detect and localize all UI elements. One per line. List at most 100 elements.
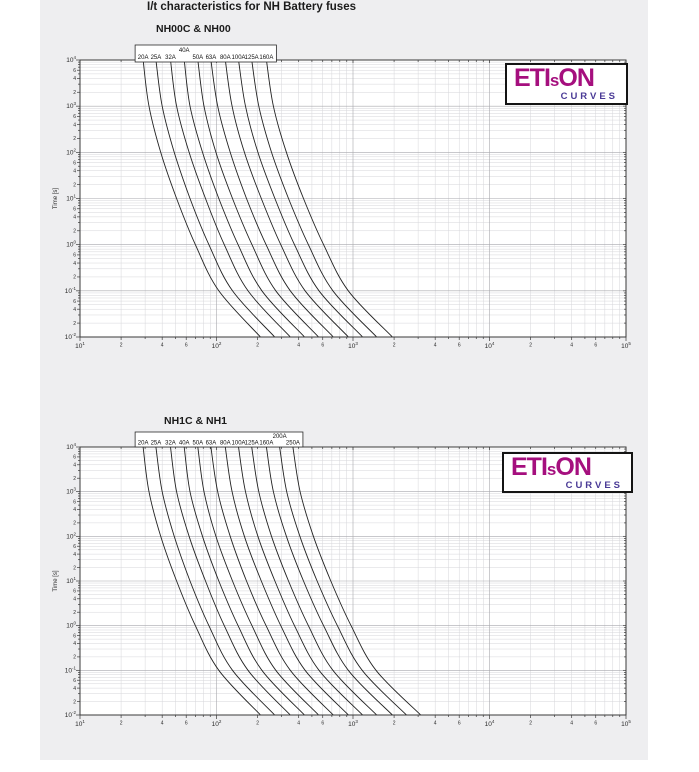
- curve-250A: [292, 446, 422, 716]
- curve-160A: [265, 446, 393, 716]
- svg-text:105: 105: [621, 719, 631, 728]
- legend-label: 25A: [151, 440, 162, 446]
- curve-40A: [183, 446, 305, 716]
- svg-text:103: 103: [348, 341, 358, 350]
- svg-text:100: 100: [66, 240, 76, 249]
- svg-text:2: 2: [73, 136, 76, 142]
- svg-text:2: 2: [73, 275, 76, 281]
- svg-text:2: 2: [256, 721, 259, 727]
- svg-text:6: 6: [185, 721, 188, 727]
- svg-text:6: 6: [73, 544, 76, 550]
- legend-label: 20A: [138, 440, 149, 446]
- svg-text:6: 6: [73, 678, 76, 684]
- svg-text:6: 6: [73, 253, 76, 259]
- logo-brand-suffix: ON: [555, 453, 591, 481]
- svg-text:10-2: 10-2: [65, 332, 77, 341]
- fuse-curves: [142, 446, 422, 716]
- legend-label: 100A: [232, 440, 246, 446]
- svg-text:6: 6: [321, 343, 324, 349]
- svg-text:2: 2: [529, 343, 532, 349]
- legend-label: 125A: [245, 55, 259, 61]
- svg-text:4: 4: [570, 343, 573, 349]
- svg-text:2: 2: [73, 321, 76, 327]
- axis-tick-labels: 2 4 6 2 4 6 2 4 6 2 4 6 101 102 103 104 105 2 4 6 2 4 6 2 4 6 2 4 6 2…: [65, 55, 632, 350]
- chart2-title: NH1C & NH1: [164, 415, 228, 427]
- svg-text:2: 2: [73, 655, 76, 661]
- legend-label: 25A: [151, 55, 162, 61]
- plot-border: [79, 59, 627, 338]
- legend-label: 50A: [192, 440, 203, 446]
- legend-label: 40A: [179, 48, 190, 54]
- legend-label: 125A: [245, 440, 259, 446]
- svg-text:2: 2: [73, 90, 76, 96]
- svg-text:103: 103: [66, 101, 76, 110]
- y-axis-label: Time [s]: [53, 188, 59, 209]
- svg-text:2: 2: [529, 721, 532, 727]
- legend-label: 40A: [179, 440, 190, 446]
- logo-brand-prefix: ETI: [511, 453, 548, 481]
- logo-brand-small-s: s: [549, 71, 560, 90]
- svg-text:4: 4: [73, 169, 76, 175]
- svg-text:6: 6: [73, 114, 76, 120]
- svg-text:2: 2: [120, 721, 123, 727]
- svg-text:6: 6: [73, 68, 76, 74]
- svg-text:2: 2: [73, 229, 76, 235]
- svg-text:104: 104: [66, 442, 76, 451]
- svg-text:105: 105: [621, 341, 631, 350]
- logo-brand-small-s: s: [546, 460, 557, 479]
- svg-text:4: 4: [297, 343, 300, 349]
- y-axis-label: Time [s]: [53, 570, 59, 591]
- plot-border: [79, 446, 627, 716]
- svg-text:4: 4: [73, 122, 76, 128]
- svg-text:4: 4: [161, 721, 164, 727]
- curve-50A: [197, 59, 319, 338]
- svg-text:10-1: 10-1: [65, 286, 77, 295]
- svg-text:103: 103: [66, 487, 76, 496]
- curve-63A: [210, 446, 334, 716]
- svg-text:102: 102: [212, 341, 222, 350]
- legend-label: 50A: [192, 55, 203, 61]
- svg-text:104: 104: [485, 341, 495, 350]
- svg-text:4: 4: [73, 507, 76, 513]
- curve-125A: [251, 59, 378, 338]
- fuse-curves: [142, 59, 393, 338]
- legend-label: 80A: [220, 440, 231, 446]
- svg-text:4: 4: [297, 721, 300, 727]
- svg-text:6: 6: [458, 721, 461, 727]
- svg-text:2: 2: [73, 182, 76, 188]
- svg-text:6: 6: [594, 721, 597, 727]
- page-title: I/t characteristics for NH Battery fuses: [147, 1, 356, 13]
- logo-brand-prefix: ETI: [514, 64, 551, 92]
- svg-text:4: 4: [73, 597, 76, 603]
- svg-text:104: 104: [485, 719, 495, 728]
- logo-subtitle: CURVES: [560, 91, 618, 102]
- svg-text:4: 4: [73, 463, 76, 469]
- legend-label: 100A: [232, 55, 246, 61]
- svg-text:2: 2: [73, 565, 76, 571]
- svg-text:6: 6: [73, 589, 76, 595]
- svg-text:4: 4: [434, 721, 437, 727]
- curve-25A: [155, 59, 276, 338]
- svg-text:100: 100: [66, 621, 76, 630]
- svg-text:102: 102: [66, 147, 76, 156]
- curve-20A: [142, 446, 261, 716]
- curve-50A: [197, 446, 319, 716]
- etison-logo: ETIsON CURVES: [505, 63, 628, 105]
- svg-text:4: 4: [161, 343, 164, 349]
- legend: 20A 25A 32A 40A 50A 63A 80A 100A 125A 160A200A250…: [134, 431, 304, 448]
- chart1-canvas: 2 4 6 2 4 6 2 4 6 2 4 6 101 102 103 104 105 2 4 6 2 4 6 2 4 6 2 4 6 2…: [53, 44, 632, 350]
- svg-text:2: 2: [120, 343, 123, 349]
- svg-text:6: 6: [185, 343, 188, 349]
- svg-text:2: 2: [73, 610, 76, 616]
- curve-25A: [155, 446, 276, 716]
- curve-100A: [238, 59, 363, 338]
- axis-tick-labels: 2 4 6 2 4 6 2 4 6 2 4 6 101 102 103 104 105 2 4 6 2 4 6 2 4 6 2 4 6 2…: [65, 442, 632, 728]
- curve-160A: [265, 59, 393, 338]
- svg-text:2: 2: [393, 721, 396, 727]
- curve-32A: [170, 59, 291, 338]
- legend-label: 32A: [165, 440, 176, 446]
- logo-brand-suffix: ON: [558, 64, 594, 92]
- logo-brand-text: ETIsON: [511, 454, 625, 483]
- etison-logo: ETIsON CURVES: [502, 452, 633, 493]
